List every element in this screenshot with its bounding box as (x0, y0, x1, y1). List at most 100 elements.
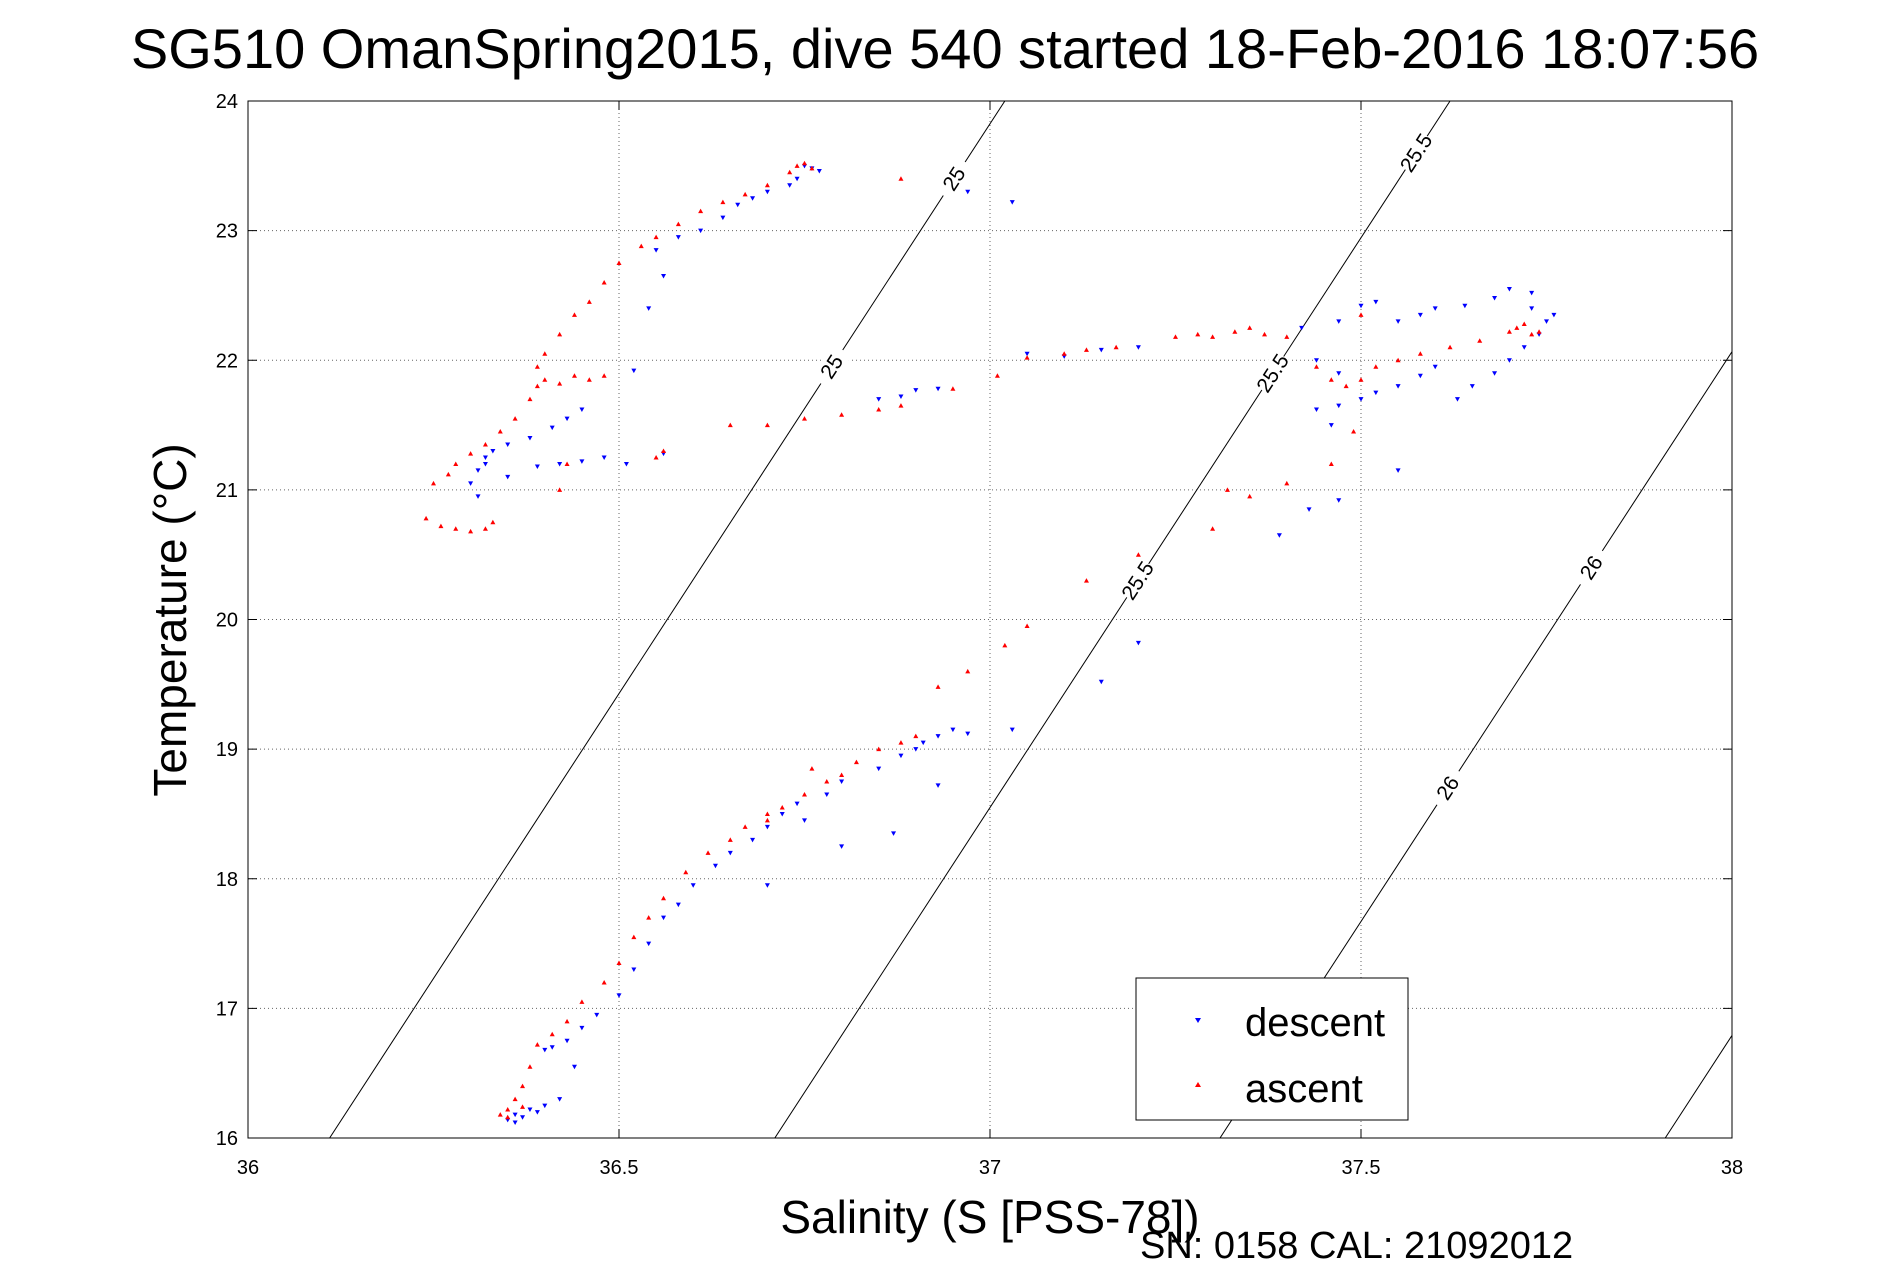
descent-point (571, 1064, 577, 1070)
chart-title: SG510 OmanSpring2015, dive 540 started 1… (131, 17, 1759, 80)
ascent-point (1529, 331, 1535, 337)
descent-point (601, 455, 607, 460)
ascent-point (586, 299, 592, 304)
descent-point (542, 1047, 548, 1053)
ascent-point (675, 221, 681, 227)
ascent-point (742, 824, 748, 829)
ascent-point (705, 850, 711, 855)
descent-point (965, 189, 971, 195)
legend-marker-ascent (1195, 1082, 1201, 1087)
descent-point (720, 215, 726, 221)
contour-label-mask (1396, 130, 1437, 176)
ascent-point (720, 199, 726, 205)
ascent-point (913, 733, 919, 739)
descent-point (482, 461, 488, 467)
descent-point (750, 196, 756, 201)
descent-point (579, 1025, 585, 1031)
ascent-point (557, 331, 563, 337)
y-tick-label: 21 (216, 480, 238, 502)
isopycnal-line (774, 101, 1451, 1138)
y-tick-label: 16 (216, 1128, 238, 1150)
ascent-point (764, 817, 770, 823)
legend: descent ascent (1135, 977, 1409, 1121)
descent-point (1098, 347, 1104, 353)
descent-point (1306, 507, 1312, 512)
ascent-point (653, 234, 659, 240)
descent-point (475, 494, 481, 499)
descent-point (690, 883, 696, 888)
ascent-point (802, 160, 807, 166)
ascent-point (1506, 329, 1512, 334)
descent-point (631, 967, 637, 972)
ascent-point (1195, 331, 1201, 337)
descent-point (661, 273, 667, 279)
ascent-point (616, 960, 622, 966)
ascent-point (898, 740, 904, 745)
ascent-point (542, 377, 548, 382)
y-tick-label: 18 (216, 869, 238, 891)
descent-point (646, 941, 652, 947)
descent-point (482, 455, 488, 460)
ascent-point (616, 260, 622, 266)
ascent-point (1417, 351, 1423, 356)
ascent-point (802, 791, 807, 797)
ascent-point (1328, 377, 1334, 382)
ascent-point (631, 934, 637, 940)
ascent-point (1284, 480, 1290, 486)
descent-point (623, 461, 629, 467)
y-axis-ticks: 16 17 18 19 20 21 22 23 24 (216, 91, 1732, 1150)
ascent-point (542, 351, 548, 356)
descent-point (594, 1012, 600, 1018)
ascent-point (527, 396, 533, 402)
isopycnal-line (329, 101, 1006, 1138)
ascent-point (1247, 493, 1253, 499)
ascent-point (898, 403, 904, 408)
y-tick-label: 19 (216, 739, 238, 761)
ascent-point (764, 182, 770, 188)
descent-point (794, 801, 800, 807)
ascent-point (1173, 334, 1178, 339)
x-tick-label: 37 (979, 1157, 1001, 1179)
descent-point (735, 202, 741, 208)
y-tick-label: 24 (216, 91, 238, 113)
descent-point (564, 1038, 570, 1044)
descent-point (505, 442, 511, 448)
descent-point (1492, 296, 1498, 301)
ascent-point (653, 454, 659, 460)
descent-point (1544, 319, 1549, 324)
descent-point (1336, 498, 1342, 503)
ascent-point (1351, 429, 1357, 434)
descent-point (631, 368, 637, 374)
descent-point (534, 1110, 540, 1115)
ascent-point (698, 208, 704, 214)
descent-point (475, 468, 481, 473)
descent-point (898, 753, 904, 759)
descent-point (794, 176, 800, 182)
descent-point (1395, 468, 1401, 473)
ascent-point (1395, 357, 1401, 363)
descent-point (675, 235, 681, 240)
descent-point (646, 306, 652, 311)
ascent-point (1002, 642, 1008, 648)
x-tick-label: 37.5 (1342, 1157, 1381, 1179)
descent-point (876, 766, 882, 772)
ascent-point (431, 480, 436, 486)
x-axis-label: Salinity (S [PSS-78]) (780, 1191, 1199, 1243)
descent-point (764, 883, 770, 888)
ascent-point (534, 364, 540, 369)
ascent-point (876, 746, 882, 752)
descent-point (512, 1112, 518, 1118)
ascent-point (727, 837, 733, 842)
ascent-point (445, 471, 451, 477)
descent-point (1417, 312, 1423, 318)
descent-point (1529, 306, 1535, 311)
ascent-point (579, 999, 585, 1004)
ascent-point (764, 422, 770, 428)
ascent-point (1210, 526, 1216, 531)
ascent-point (661, 448, 667, 453)
ascent-point (683, 869, 689, 875)
descent-point (839, 844, 845, 849)
ascent-point (564, 461, 570, 466)
ascent-point (876, 407, 882, 412)
descent-point (1358, 303, 1364, 309)
